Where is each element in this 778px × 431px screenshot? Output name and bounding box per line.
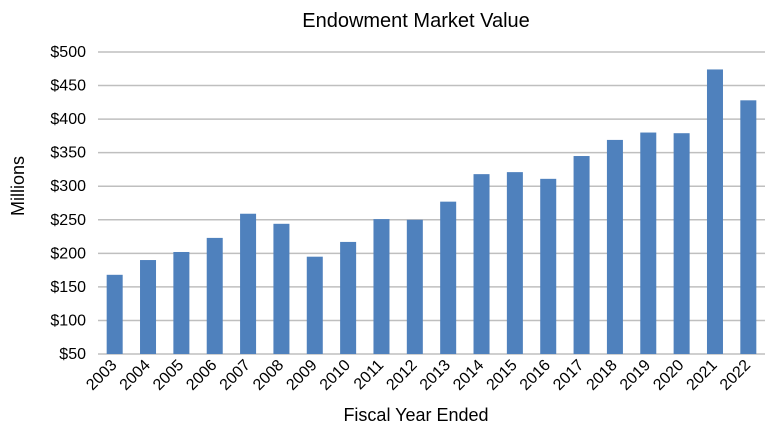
bar <box>540 178 557 354</box>
bar <box>740 100 757 354</box>
x-tick-label: 2003 <box>83 357 120 394</box>
bar <box>706 69 723 355</box>
y-tick-label: $50 <box>59 346 86 363</box>
bar <box>173 251 190 354</box>
bars <box>106 69 757 355</box>
x-tick-label: 2011 <box>351 357 387 393</box>
bar <box>573 156 590 354</box>
x-tick-label: 2009 <box>283 357 320 394</box>
y-tick-label: $200 <box>50 245 86 262</box>
bar <box>673 133 690 354</box>
bar <box>373 219 390 354</box>
bar <box>106 274 123 354</box>
bar <box>206 237 223 354</box>
x-axis-label: Fiscal Year Ended <box>343 405 488 425</box>
x-tick-label: 2005 <box>150 357 187 394</box>
chart-title: Endowment Market Value <box>302 10 530 32</box>
x-tick-label: 2020 <box>650 357 687 394</box>
y-tick-label: $500 <box>50 44 86 61</box>
x-tick-label: 2008 <box>250 357 287 394</box>
bar <box>473 174 490 354</box>
x-tick-label: 2016 <box>517 357 554 394</box>
x-tick-label: 2010 <box>317 357 354 394</box>
x-tick-label: 2013 <box>417 357 454 394</box>
y-tick-label: $450 <box>50 78 86 95</box>
bar <box>240 213 257 354</box>
y-tick-label: $250 <box>50 212 86 229</box>
x-tick-label: 2019 <box>617 357 654 394</box>
grid <box>98 51 765 355</box>
x-tick-label: 2012 <box>383 357 420 394</box>
bar <box>506 172 523 354</box>
x-tick-label: 2004 <box>117 357 154 394</box>
x-axis-ticks: 2003200420052006200720082009201020112012… <box>83 357 754 394</box>
bar <box>406 219 423 354</box>
bar <box>440 201 457 354</box>
bar <box>140 260 157 354</box>
y-tick-label: $150 <box>50 279 86 296</box>
x-tick-label: 2015 <box>484 357 521 394</box>
x-tick-label: 2018 <box>584 357 621 394</box>
x-tick-label: 2007 <box>217 357 254 394</box>
bar <box>340 241 357 354</box>
y-axis-ticks: $50 $100 $150 $200 $250 $300 $350 $400 $450 $500 <box>50 44 86 363</box>
x-tick-label: 2021 <box>684 357 721 394</box>
bar <box>606 139 623 354</box>
bar <box>306 256 323 354</box>
y-tick-label: $100 <box>50 312 86 329</box>
x-tick-label: 2014 <box>450 357 487 394</box>
x-tick-label: 2022 <box>717 357 754 394</box>
x-tick-label: 2006 <box>183 357 220 394</box>
y-axis-label: Millions <box>8 156 28 216</box>
y-tick-label: $300 <box>50 178 86 195</box>
bar <box>273 223 290 354</box>
bar <box>640 132 657 354</box>
x-tick-label: 2017 <box>550 357 587 394</box>
y-tick-label: $350 <box>50 145 86 162</box>
y-tick-label: $400 <box>50 111 86 128</box>
